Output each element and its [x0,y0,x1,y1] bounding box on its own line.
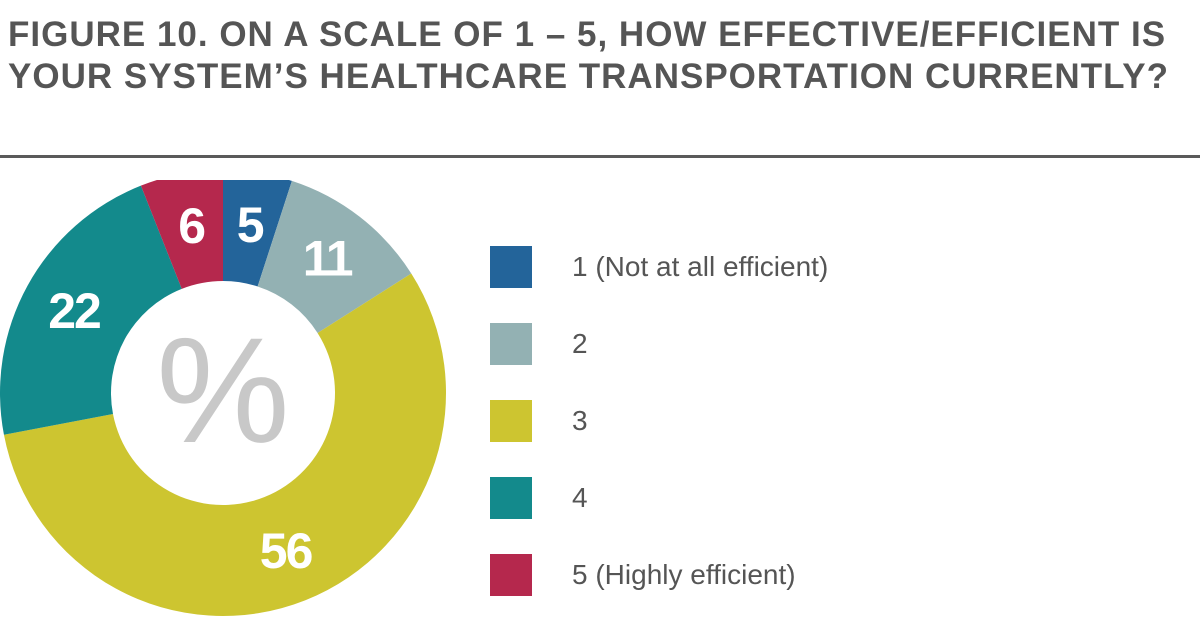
legend-label-1: 1 (Not at all efficient) [572,251,829,282]
legend-item-3: 3 [490,400,828,442]
legend-swatch-5 [490,554,532,596]
legend-swatch-2 [490,323,532,365]
legend-item-1: 1 (Not at all efficient) [490,246,828,288]
donut-slice-2 [257,180,412,333]
chart-legend: 1 (Not at all efficient) 2 3 4 5 (Highly eff… [490,246,828,631]
donut-slice-labels: 5 11 56 22 6 [48,197,355,579]
donut-slices [0,180,446,616]
title-divider [0,155,1200,158]
donut-slice-3 [3,273,446,616]
legend-label-5: 5 (Highly efficient) [572,559,796,590]
legend-swatch-3 [490,400,532,442]
slice-value-label-5: 6 [178,198,204,254]
legend-item-5: 5 (Highly efficient) [490,554,828,596]
center-percent-symbol: % [156,306,289,474]
slice-value-label-2: 11 [303,231,353,287]
donut-slice-5 [140,180,223,289]
legend-item-2: 2 [490,323,828,365]
legend-label-2: 2 [572,328,588,359]
chart-title: FIGURE 10. ON A SCALE OF 1 – 5, HOW EFFE… [8,15,1169,96]
legend-label-4: 4 [572,482,588,513]
slice-value-label-3: 56 [260,523,312,579]
donut-chart: 5 11 56 22 6 % [0,180,446,616]
legend-swatch-4 [490,477,532,519]
legend-item-4: 4 [490,477,828,519]
slice-value-label-4: 22 [48,283,100,339]
donut-slice-4 [0,185,182,435]
legend-swatch-1 [490,246,532,288]
donut-slice-1 [223,180,292,287]
slice-value-label-1: 5 [237,197,264,253]
legend-label-3: 3 [572,405,588,436]
